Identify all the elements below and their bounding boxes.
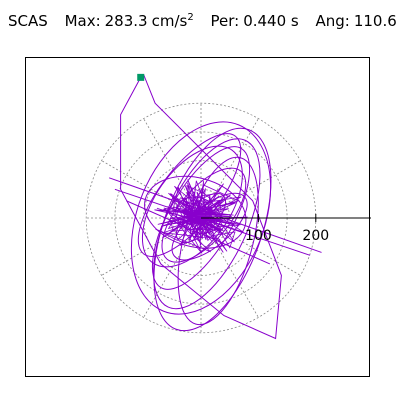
per-value: 0.440 s <box>243 12 299 30</box>
trace-diagonal-3 <box>126 200 271 265</box>
max-units: cm/s2 <box>151 12 194 30</box>
grid-spoke-30 <box>200 160 301 219</box>
trace-loop-4 <box>141 145 243 268</box>
chart-header: SCAS Max: 283.3 cm/s2 Per: 0.440 s Ang: 110.… <box>8 12 400 38</box>
trace-loop-8 <box>175 192 227 244</box>
end-marker <box>137 73 145 81</box>
per-group: Per: 0.440 s <box>210 12 303 30</box>
x-tick-label-100: 100 <box>245 228 272 244</box>
trace-core-scribble <box>154 179 248 254</box>
max-units-exponent: 2 <box>187 12 194 23</box>
ang-group: Ang: 110.6 <box>316 12 397 30</box>
x-tick-label-200: 200 <box>302 228 329 244</box>
max-label: Max: <box>64 12 101 30</box>
component-label: SCAS <box>8 12 48 30</box>
max-value: 283.3 <box>104 12 148 30</box>
trace-diagonal-2 <box>114 188 311 256</box>
grid-spoke-330 <box>200 217 301 276</box>
per-label: Per: <box>210 12 240 30</box>
ang-value: 110.6 <box>353 12 397 30</box>
trace-diagonal-1 <box>108 177 322 253</box>
plot-frame: 100 200 <box>25 57 371 377</box>
grid-spoke-150 <box>101 160 202 219</box>
particle-motion-plot: 100 200 <box>85 73 371 340</box>
grid-spoke-240 <box>143 217 202 318</box>
max-group: Max: 283.3 cm/s2 <box>65 12 199 30</box>
grid-spoke-120 <box>143 118 202 219</box>
ang-label: Ang: <box>315 12 350 30</box>
trace-loop-2 <box>153 138 261 310</box>
trace-loop-12 <box>130 121 272 315</box>
trace-outer-loop <box>120 74 282 340</box>
grid-spoke-300 <box>200 217 259 318</box>
